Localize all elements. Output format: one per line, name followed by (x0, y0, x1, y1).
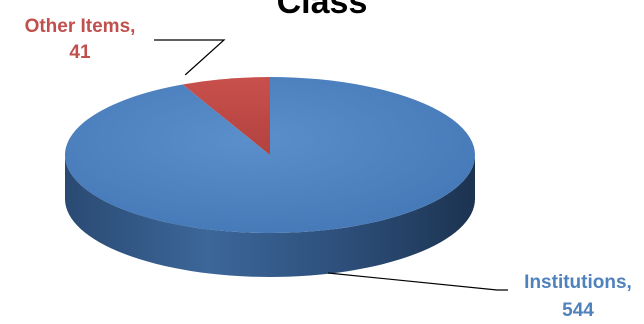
data-label-institutions: Institutions, 544 (524, 272, 632, 321)
chart-title: Class (276, 0, 368, 21)
data-label-other-items: Other Items, 41 (25, 16, 136, 63)
pie-slice-institutions (65, 77, 476, 233)
leader-line-other-items (154, 39, 226, 76)
pie-slice-other-items (182, 77, 270, 155)
leader-line-institutions (327, 272, 508, 291)
pie-side-wall (65, 155, 475, 277)
